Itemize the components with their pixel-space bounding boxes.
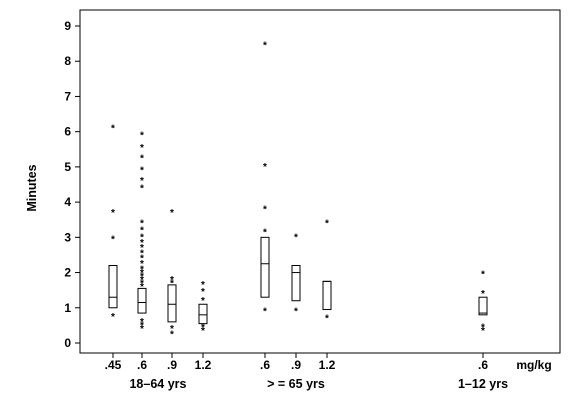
y-axis: 0 1 2 3 4 5 6 7 8 9 xyxy=(64,19,80,350)
outlier-point: * xyxy=(201,322,205,333)
outlier-point: * xyxy=(111,234,115,245)
box-.6: *********************** xyxy=(137,130,147,335)
outlier-point: * xyxy=(325,218,329,229)
x-group-label: > = 65 yrs xyxy=(267,377,325,391)
outlier-point: * xyxy=(140,248,144,259)
x-axis: .45 .6 .9 1.2 18–64 yrs .6 .9 1.2 > = 65 yrs .6 1–… xyxy=(105,353,508,391)
box-1.2: ***** xyxy=(198,280,208,337)
y-tick-label: 6 xyxy=(64,125,71,139)
outlier-point: * xyxy=(140,271,144,282)
outlier-point: * xyxy=(111,123,115,134)
box-rect xyxy=(108,265,118,309)
box-.45: * * * * xyxy=(108,123,118,323)
box-rect xyxy=(198,303,208,325)
y-tick-label: 2 xyxy=(64,266,71,280)
outlier-point: * xyxy=(481,289,485,300)
y-tick-label: 4 xyxy=(64,195,71,209)
outlier-point: * xyxy=(140,153,144,164)
outlier-point: * xyxy=(201,287,205,298)
outlier-point: * xyxy=(140,226,144,237)
outlier-point: * xyxy=(140,218,144,229)
y-axis-title: Minutes xyxy=(25,164,39,211)
x-tick-label: 1.2 xyxy=(195,358,212,372)
x-tick-label: .6 xyxy=(478,358,488,372)
outlier-point: * xyxy=(263,204,267,215)
box-1.2: ** xyxy=(322,218,332,325)
x-unit-label: mg/kg xyxy=(516,358,551,372)
y-tick-label: 9 xyxy=(64,19,71,33)
outlier-point: * xyxy=(140,143,144,154)
x-group-label: 1–12 yrs xyxy=(458,377,508,391)
box-rect xyxy=(478,296,488,316)
x-tick-label: .45 xyxy=(105,358,122,372)
outlier-point: * xyxy=(140,317,144,328)
outlier-point: * xyxy=(140,278,144,289)
box-rect xyxy=(260,236,270,298)
outlier-point: * xyxy=(140,183,144,194)
y-tick-label: 8 xyxy=(64,54,71,68)
outlier-point: * xyxy=(170,208,174,219)
box-rect xyxy=(137,287,147,314)
box-rect xyxy=(291,265,301,302)
outlier-point: * xyxy=(263,307,267,318)
box-.6: **** xyxy=(478,270,488,337)
outlier-point: * xyxy=(140,238,144,249)
box-rect xyxy=(167,284,177,323)
outlier-point: * xyxy=(140,268,144,279)
outlier-point: * xyxy=(140,233,144,244)
outlier-point: * xyxy=(294,233,298,244)
x-tick-label: .6 xyxy=(137,358,147,372)
outlier-point: * xyxy=(140,176,144,187)
x-tick-label: .9 xyxy=(167,358,177,372)
outlier-point: * xyxy=(263,162,267,173)
box-series: ****************************************… xyxy=(108,41,488,340)
y-tick-label: 0 xyxy=(64,336,71,350)
outlier-point: * xyxy=(170,324,174,335)
outlier-point: * xyxy=(140,243,144,254)
outlier-point: * xyxy=(140,254,144,265)
box-.9: ***** xyxy=(167,208,177,340)
x-tick-label: .9 xyxy=(291,358,301,372)
outlier-point: * xyxy=(111,312,115,323)
outlier-point: * xyxy=(140,130,144,141)
y-tick-label: 5 xyxy=(64,160,71,174)
outlier-point: * xyxy=(140,264,144,275)
outlier-point: * xyxy=(140,166,144,177)
outlier-point: * xyxy=(325,314,329,325)
box-.6: * * * * * xyxy=(260,41,270,318)
x-tick-label: .6 xyxy=(260,358,270,372)
outlier-point: * xyxy=(201,280,205,291)
outlier-point: * xyxy=(481,270,485,281)
y-tick-label: 7 xyxy=(64,89,71,103)
x-group-label: 18–64 yrs xyxy=(129,377,186,391)
outlier-point: * xyxy=(201,326,205,337)
outlier-point: * xyxy=(111,208,115,219)
outlier-point: * xyxy=(170,275,174,286)
outlier-point: * xyxy=(263,41,267,52)
outlier-point: * xyxy=(263,227,267,238)
y-tick-label: 1 xyxy=(64,301,71,315)
x-tick-label: 1.2 xyxy=(319,358,336,372)
box-.9: ** xyxy=(291,233,301,318)
outlier-point: * xyxy=(481,326,485,337)
outlier-point: * xyxy=(170,278,174,289)
outlier-point: * xyxy=(481,322,485,333)
outlier-point: * xyxy=(140,259,144,270)
outlier-point: * xyxy=(140,324,144,335)
outlier-point: * xyxy=(201,296,205,307)
outlier-point: * xyxy=(140,275,144,286)
outlier-point: * xyxy=(170,329,174,340)
y-tick-label: 3 xyxy=(64,230,71,244)
outlier-point: * xyxy=(294,307,298,318)
box-rect xyxy=(322,280,332,311)
outlier-point: * xyxy=(140,282,144,293)
plot-frame xyxy=(79,9,561,354)
outlier-point: * xyxy=(140,321,144,332)
